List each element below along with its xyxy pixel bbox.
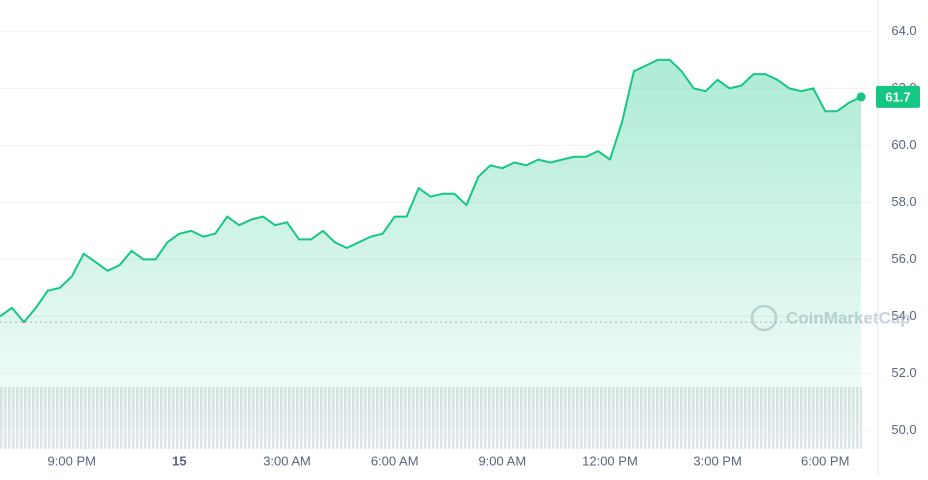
last-price-dot [856, 92, 866, 102]
y-tick-label: 50.0 [891, 422, 916, 437]
price-tag-label: 61.7 [885, 89, 910, 104]
x-tick-label: 3:00 PM [693, 453, 741, 468]
x-tick-label: 15 [172, 453, 186, 468]
y-tick-label: 52.0 [891, 365, 916, 380]
x-tick-label: 3:00 AM [263, 453, 311, 468]
x-tick-label: 9:00 AM [478, 453, 526, 468]
y-tick-label: 56.0 [891, 251, 916, 266]
price-area [0, 59, 862, 448]
x-tick-label: 6:00 AM [371, 453, 419, 468]
y-tick-label: 64.0 [891, 23, 916, 38]
y-tick-label: 54.0 [891, 308, 916, 323]
y-tick-label: 60.0 [891, 137, 916, 152]
price-tag [876, 85, 920, 108]
x-tick-label: 6:00 PM [801, 453, 849, 468]
price-line [0, 58, 862, 324]
x-tick-label: 12:00 PM [582, 453, 638, 468]
y-tick-label: 58.0 [891, 194, 916, 209]
x-tick-label: 9:00 PM [48, 453, 96, 468]
